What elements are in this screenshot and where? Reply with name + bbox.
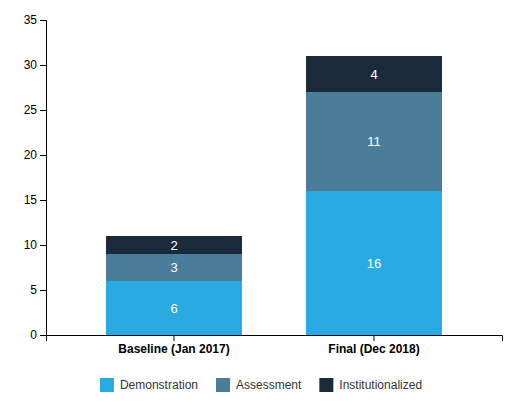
- y-tick: 0: [30, 328, 46, 342]
- y-tick: 5: [30, 283, 46, 297]
- data-labels: 6 16 3 11 2 4: [170, 67, 381, 316]
- x-axis: Baseline (Jan 2017) Final (Dec 2018): [47, 335, 503, 356]
- data-label: 11: [367, 134, 381, 149]
- y-tick: 15: [24, 193, 46, 207]
- data-label: 6: [170, 301, 177, 316]
- y-tick-label: 35: [24, 13, 38, 27]
- y-tick-label: 20: [24, 148, 38, 162]
- legend-swatch: [216, 378, 230, 392]
- legend-label: Assessment: [236, 378, 302, 392]
- x-axis-line: [47, 336, 503, 342]
- y-tick: 10: [24, 238, 46, 252]
- bars: [106, 56, 442, 335]
- legend-item: Demonstration: [100, 378, 198, 392]
- y-tick: 20: [24, 148, 46, 162]
- x-tick-mark: [174, 335, 175, 341]
- y-tick-mark: [40, 245, 46, 246]
- bar-segment: [106, 236, 242, 254]
- bar-segment: [106, 254, 242, 281]
- legend-label: Demonstration: [120, 378, 198, 392]
- y-tick-label: 0: [30, 328, 37, 342]
- y-tick: 35: [24, 13, 46, 27]
- legend: Demonstration Assessment Institutionalized: [100, 378, 422, 392]
- x-tick: Final (Dec 2018): [328, 335, 419, 356]
- series: [106, 92, 442, 281]
- data-label: 3: [170, 260, 177, 275]
- y-tick-mark: [40, 65, 46, 66]
- bar-segment: [306, 56, 442, 92]
- y-tick-mark: [40, 20, 46, 21]
- y-axis-line: [40, 21, 47, 336]
- legend-label: Institutionalized: [339, 378, 422, 392]
- x-tick-mark: [374, 335, 375, 341]
- y-tick: 25: [24, 103, 46, 117]
- x-tick: Baseline (Jan 2017): [118, 335, 229, 356]
- x-tick-label: Baseline (Jan 2017): [118, 342, 229, 356]
- y-tick-mark: [40, 290, 46, 291]
- y-axis: 0 5 10 15 20 25 30 35: [24, 13, 47, 342]
- y-tick-label: 10: [24, 238, 38, 252]
- legend-item: Assessment: [216, 378, 302, 392]
- y-tick-label: 25: [24, 103, 38, 117]
- y-tick: 30: [24, 58, 46, 72]
- data-label: 16: [367, 256, 381, 271]
- data-label: 2: [170, 238, 177, 253]
- plot: 6 16 3 11 2 4 0 5 10 15 20 25 30 35 Baseline (Jan 2017…: [24, 13, 503, 355]
- series: [106, 191, 442, 335]
- chart: 6 16 3 11 2 4 0 5 10 15 20 25 30 35 Baseline (Jan 2017…: [0, 0, 522, 407]
- legend-swatch: [100, 378, 114, 392]
- y-tick-mark: [40, 200, 46, 201]
- bar-segment: [106, 281, 242, 335]
- x-tick-label: Final (Dec 2018): [328, 342, 419, 356]
- bar-segment: [306, 191, 442, 335]
- y-tick-mark: [40, 335, 46, 336]
- series: [106, 56, 442, 254]
- y-tick-label: 30: [24, 58, 38, 72]
- bar-segment: [306, 92, 442, 191]
- y-tick-label: 15: [24, 193, 38, 207]
- data-label: 4: [370, 67, 377, 82]
- y-tick-mark: [40, 110, 46, 111]
- y-tick-mark: [40, 155, 46, 156]
- legend-swatch: [319, 378, 333, 392]
- legend-item: Institutionalized: [319, 378, 422, 392]
- y-tick-label: 5: [30, 283, 37, 297]
